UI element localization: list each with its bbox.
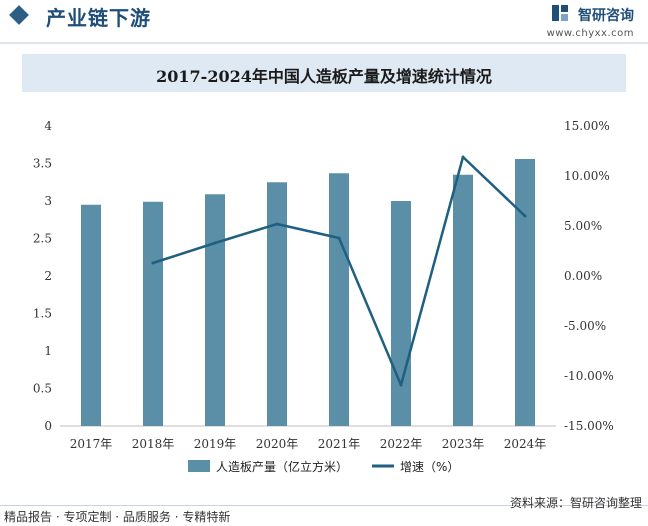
bar-2019年 <box>205 194 225 426</box>
right-axis-tick-label: -15.00% <box>564 419 614 433</box>
growth-point-2023年 <box>461 155 465 159</box>
bar-2022年 <box>391 201 411 426</box>
left-axis-tick-label: 0.5 <box>33 382 52 396</box>
left-axis-tick-label: 1.5 <box>33 307 52 321</box>
x-axis-tick-label: 2019年 <box>194 437 237 451</box>
right-axis-tick-label: 5.00% <box>564 219 602 233</box>
legend-bar-swatch <box>188 460 210 472</box>
bar-2018年 <box>143 201 163 426</box>
right-axis-tick-label: 10.00% <box>564 169 610 183</box>
footer-divider <box>0 505 648 506</box>
x-axis-tick-label: 2022年 <box>380 437 423 451</box>
right-axis-tick-label: -10.00% <box>564 369 614 383</box>
bar-2024年 <box>515 159 535 426</box>
left-axis-tick-label: 3.5 <box>33 157 52 171</box>
growth-point-2022年 <box>399 383 403 387</box>
bar-2023年 <box>453 174 473 426</box>
growth-point-2021年 <box>337 236 341 240</box>
footer-tagline: 精品报告 · 专项定制 · 品质服务 · 专精特新 <box>4 510 231 524</box>
left-axis-tick-label: 1 <box>44 344 52 358</box>
right-axis-tick-label: 15.00% <box>564 119 610 133</box>
x-axis-tick-label: 2024年 <box>504 437 547 451</box>
chart-title-box: 2017-2024年中国人造板产量及增速统计情况 <box>22 54 626 92</box>
x-axis-tick-label: 2023年 <box>442 437 485 451</box>
x-axis-tick-label: 2021年 <box>318 437 361 451</box>
x-axis-tick-label: 2017年 <box>70 437 113 451</box>
bar-2020年 <box>267 182 287 426</box>
brand-name: 智研咨询 <box>578 8 634 24</box>
header-bar: 产业链下游 智研咨询 www.chyxx.com <box>0 0 648 44</box>
chart-title: 2017-2024年中国人造板产量及增速统计情况 <box>156 67 492 86</box>
bar-2017年 <box>81 204 101 426</box>
left-axis-tick-label: 2.5 <box>33 232 52 246</box>
brand-logo-icon <box>551 4 569 26</box>
source-note: 资料来源：智研咨询整理 <box>509 496 642 510</box>
growth-point-2020年 <box>275 222 279 226</box>
brand-url: www.chyxx.com <box>546 28 634 39</box>
brand-block: 智研咨询 www.chyxx.com <box>547 4 634 39</box>
legend-line-label: 增速（%） <box>400 460 459 474</box>
x-axis-tick-label: 2020年 <box>256 437 299 451</box>
legend-bar-label: 人造板产量（亿立方米） <box>216 459 348 474</box>
x-axis-tick-label: 2018年 <box>132 437 175 451</box>
growth-point-2024年 <box>523 214 527 218</box>
left-axis-tick-label: 0 <box>44 419 52 433</box>
right-axis-tick-label: 0.00% <box>564 269 602 283</box>
header-divider <box>0 42 648 44</box>
left-axis-tick-label: 2 <box>44 269 52 283</box>
growth-point-2018年 <box>151 261 155 265</box>
left-axis-tick-label: 3 <box>44 194 52 208</box>
left-axis-tick-label: 4 <box>44 119 52 133</box>
section-title: 产业链下游 <box>46 6 151 30</box>
right-axis-tick-label: -5.00% <box>564 319 606 333</box>
growth-point-2019年 <box>213 241 217 245</box>
bar-2021年 <box>329 173 349 426</box>
